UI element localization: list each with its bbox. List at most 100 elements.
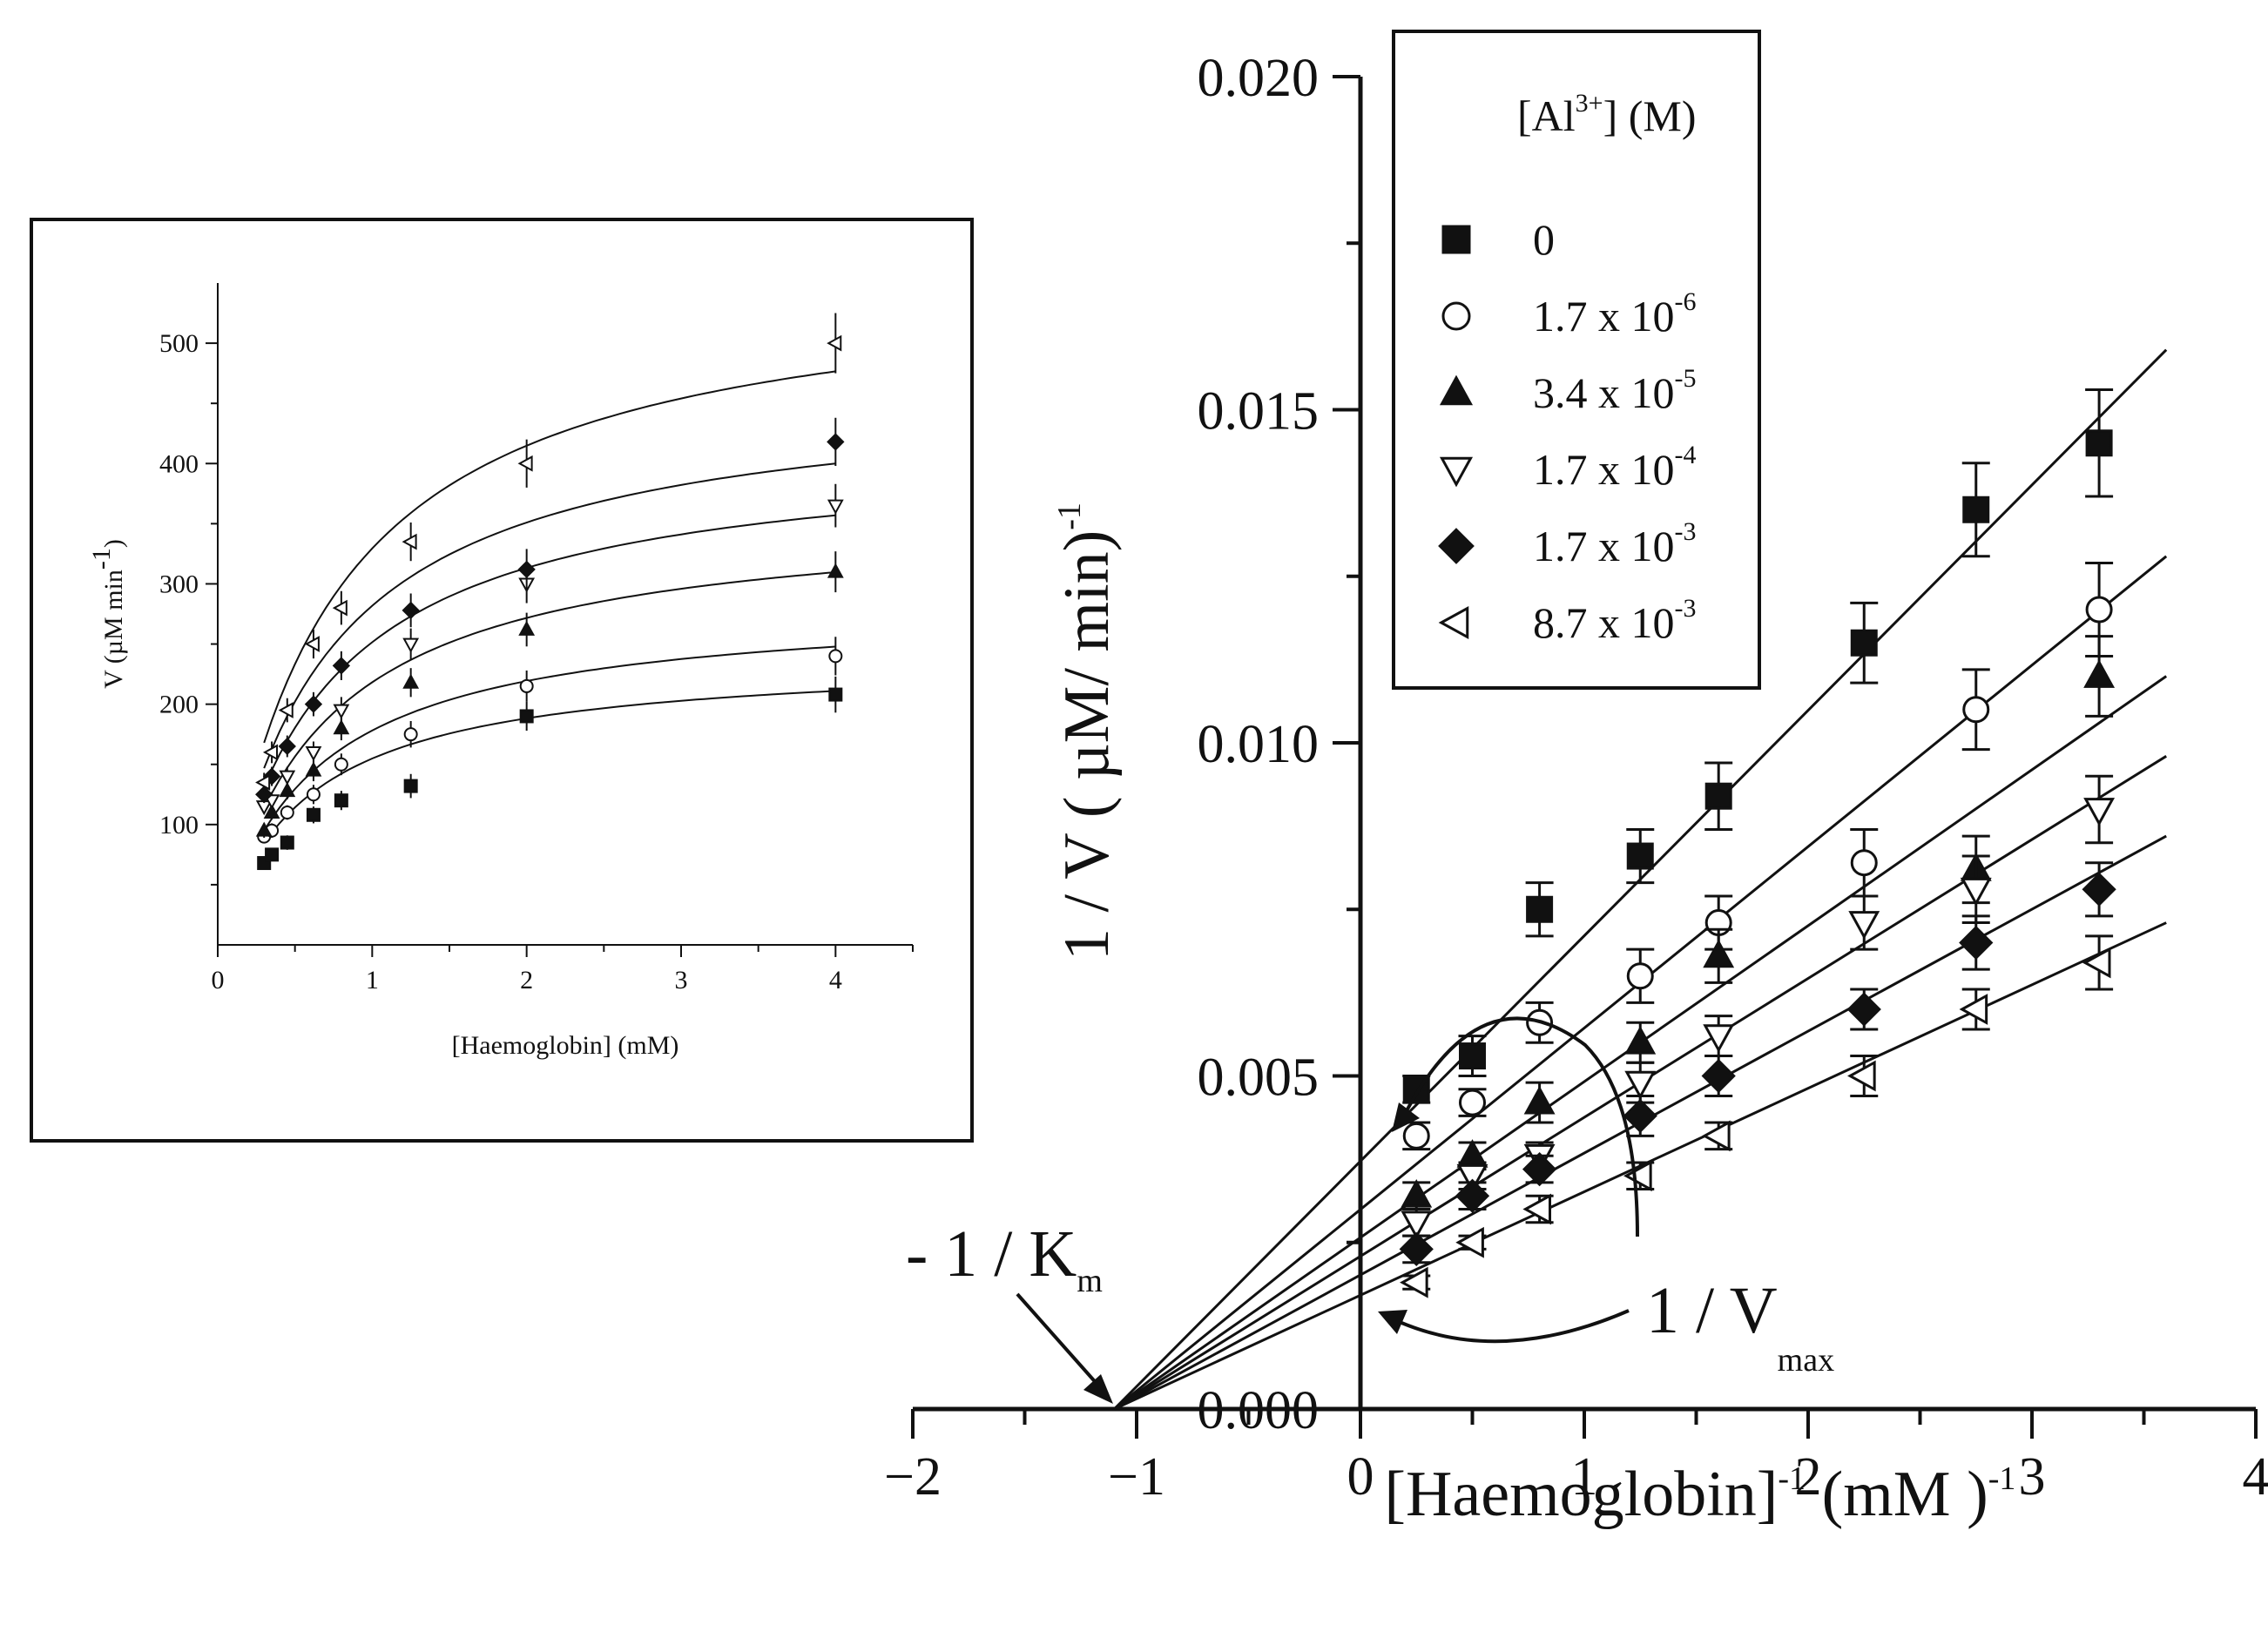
inset-data-point: [828, 687, 843, 702]
intercept-bracket: [1401, 1016, 1639, 1237]
inset-x-axis-title: [Haemoglobin] (mM): [452, 1031, 679, 1060]
inset-y-axis-title: V (µM min-1): [87, 539, 128, 689]
inset-x-tick-label: 3: [675, 966, 688, 995]
inset-data-point: [255, 821, 273, 837]
data-point: [1526, 895, 1554, 923]
inset-data-point: [402, 533, 417, 550]
legend-marker: [1438, 528, 1475, 564]
data-point: [2083, 798, 2116, 826]
inset-data-point: [332, 599, 348, 617]
data-point: [1701, 1120, 1731, 1152]
data-point: [1846, 992, 1881, 1027]
inset-data-point: [402, 601, 420, 620]
data-point: [1962, 696, 1990, 724]
inset-frame: [30, 218, 974, 1143]
data-point: [2083, 659, 2116, 688]
x-tick-label: 3: [2019, 1447, 2046, 1507]
legend-label: 3.4 x 10-5: [1533, 364, 1697, 417]
y-tick-label: 0.005: [1198, 1049, 1320, 1108]
vmax-annotation: 1 / Vmax: [1646, 1274, 1834, 1379]
inset-data-point: [827, 334, 842, 352]
data-point: [1456, 1163, 1488, 1193]
y-tick-label: 0.015: [1198, 382, 1320, 442]
data-point: [1459, 1089, 1486, 1116]
data-point: [2085, 596, 2113, 624]
data-point: [1703, 939, 1735, 968]
vmax-arrowhead: [1378, 1310, 1407, 1334]
inset-y-tick-label: 300: [159, 570, 199, 598]
data-point: [1848, 911, 1880, 940]
legend-label: 1.7 x 10-3: [1533, 517, 1697, 570]
data-point: [1626, 962, 1654, 990]
legend-title: [Al3+] (M): [1517, 89, 1697, 140]
inset-y-axis-title-group: V (µM min-1): [87, 539, 128, 689]
lineweaver-burk-chart: −2 −1 0 1 2 3 4 0.000 0.005 0.010 0.015 0.020 [Haemo…: [884, 30, 2268, 1530]
legend-marker: [1439, 456, 1474, 488]
inset-data-point: [255, 786, 273, 804]
data-point: [1401, 1210, 1433, 1240]
data-point: [1960, 877, 1992, 907]
data-point: [1623, 1160, 1652, 1192]
michaelis-menten-inset-chart: 0 1 2 3 4 100 200 300 400 500 [Haemoglobin] (mM) V …: [30, 218, 974, 1143]
data-point: [1522, 1151, 1557, 1187]
bracket-arrowhead: [1392, 1102, 1420, 1132]
data-point: [1962, 496, 1990, 523]
data-point: [2082, 947, 2111, 979]
inset-data-point: [519, 709, 534, 724]
inset-fit-curve: [263, 690, 836, 844]
data-point: [1626, 842, 1654, 870]
data-point: [1523, 1085, 1556, 1115]
inset-data-point: [334, 793, 348, 808]
data-point: [1703, 1024, 1735, 1053]
inset-fit-curve: [263, 514, 836, 788]
legend-label: 1.7 x 10-4: [1533, 441, 1697, 494]
inset-data-point: [278, 702, 294, 718]
data-point: [1701, 1058, 1736, 1094]
inset-fit-curve: [263, 645, 836, 832]
inset-y-tick-label: 500: [159, 329, 199, 358]
inset-data-point: [827, 433, 845, 451]
legend: [Al3+] (M) 0 1.7 x 10-6 3.4 x 10-5 1.7 x 10-…: [1392, 30, 1761, 690]
legend-box: [1392, 30, 1761, 690]
x-tick-label: 4: [2243, 1447, 2268, 1507]
inset-data-point: [263, 803, 280, 819]
x-tick-label: −2: [884, 1447, 942, 1507]
inset-data-point: [306, 787, 321, 802]
inset-data-point: [305, 745, 322, 762]
inset-data-point: [304, 695, 323, 713]
x-axis-title: [Haemoglobin]-1 (mM )-1: [1384, 1459, 2015, 1530]
inset-data-point: [517, 560, 536, 579]
data-point: [1455, 1226, 1484, 1258]
inset-data-point: [262, 744, 279, 761]
inset-fit-curve: [263, 571, 836, 809]
inset-data-point: [827, 563, 844, 578]
inset-data-point: [255, 774, 271, 791]
inset-y-tick-label: 100: [159, 811, 199, 839]
legend-marker: [1441, 301, 1471, 331]
x-tick-label: 1: [1571, 1447, 1598, 1507]
inset-x-tick-label: 2: [520, 966, 533, 995]
inset-data-point: [332, 657, 351, 675]
inset-data-point: [517, 455, 533, 472]
data-point: [1850, 629, 1878, 657]
inset-data-point: [403, 779, 418, 793]
inset-data-point: [265, 847, 280, 862]
inset-data-point: [333, 704, 350, 719]
data-point: [1624, 1070, 1657, 1100]
inset-x-tick-label: 4: [829, 966, 842, 995]
inset-y-tick-label: 200: [159, 691, 199, 719]
inset-y-tick-label: 400: [159, 449, 199, 478]
y-tick-label: 0.000: [1198, 1381, 1320, 1440]
legend-label: 0: [1533, 215, 1555, 264]
inset-fit-curve: [263, 370, 836, 744]
inset-data-point: [278, 737, 296, 756]
legend-label: 8.7 x 10-3: [1533, 594, 1697, 647]
inset-data-point: [305, 761, 322, 777]
y-tick-label: 0.010: [1198, 715, 1320, 774]
data-point: [1399, 1231, 1434, 1267]
inset-data-point: [280, 806, 294, 819]
legend-marker: [1439, 374, 1474, 406]
inset-data-point: [402, 637, 420, 653]
data-point: [1459, 1042, 1486, 1070]
data-point: [2085, 429, 2113, 457]
